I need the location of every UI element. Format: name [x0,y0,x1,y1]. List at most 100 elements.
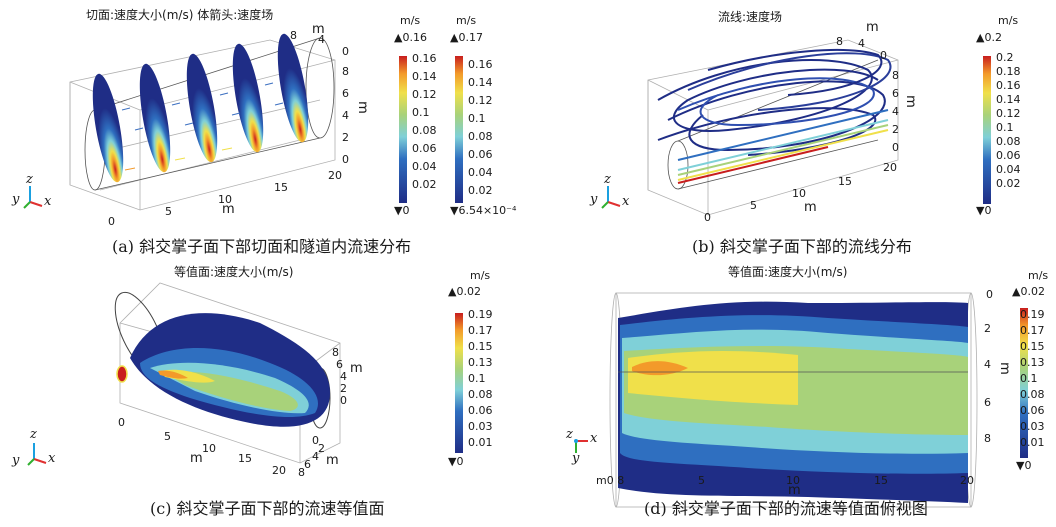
panel-b-legend-tick: 0.06 [996,149,1021,162]
panel-a-legend2-unit: m/s [456,14,477,27]
panel-b-z-tick: 2 [892,123,899,136]
panel-a-x-tick: 5 [165,205,172,218]
panel-a-legend2-tick: 0.12 [468,94,493,107]
panel-a-z-tick: 4 [342,109,349,122]
panel-a-triad-z: z [26,172,33,187]
panel-b-x-tick: 15 [838,175,852,188]
panel-a-y-label: m [312,22,325,37]
panel-a-colorbar-1 [399,56,407,203]
panel-d-triad-z: z [566,427,573,442]
panel-c-colorbar [455,313,463,453]
panel-a-legend1-unit: m/s [400,14,421,27]
panel-a-legend2-tick: 0.08 [468,130,493,143]
panel-a-legend1-max: ▲0.16 [394,31,427,44]
panel-b-legend-min: ▼0 [976,204,992,217]
panel-d-legend-tick: 0.17 [1020,324,1045,337]
panel-b-legend-unit: m/s [998,14,1019,27]
panel-c-x-tick: 15 [238,452,252,465]
panel-a-x-tick: 10 [218,193,232,206]
panel-c-y-tick: 0 [312,434,319,447]
panel-d-y-tick: 0 [986,288,993,301]
panel-b-z-tick: 6 [892,87,899,100]
panel-d-y-tick: 8 [984,432,991,445]
panel-a-legend1-tick: 0.02 [412,178,437,191]
panel-a-z-tick: 8 [342,65,349,78]
panel-c-legend-tick: 0.03 [468,420,493,433]
panel-c-legend-min: ▼0 [448,455,464,468]
panel-a: 切面:速度大小(m/s) 体箭头:速度场 [0,0,528,263]
panel-c-legend-tick: 0.01 [468,436,493,449]
panel-b-y-tick: 8 [836,35,843,48]
panel-a-triad-x: x [44,194,52,209]
panel-d-isosurfaces [618,301,968,503]
panel-b: 流线:速度场 [528,0,1056,263]
panel-b-triad-y: y [590,192,598,207]
panel-c-z-tick: 4 [340,370,347,383]
panel-d-x-label: m [788,483,801,498]
panel-d-x-tick: 20 [960,474,974,487]
panel-a-legend2-tick: 0.16 [468,58,493,71]
panel-a-legend1-tick: 0.14 [412,70,437,83]
panel-a-z-tick: 6 [342,87,349,100]
panel-b-legend-tick: 0.12 [996,107,1021,120]
panel-a-plot [69,33,463,211]
panel-c-x-tick: 5 [164,430,171,443]
panel-d-x-tick: 10 [786,474,800,487]
panel-b-z-tick: 8 [892,69,899,82]
panel-b-x-tick: 20 [883,161,897,174]
panel-b-streamlines [657,49,892,184]
panel-d-legend-unit: m/s [1028,269,1049,282]
panel-a-triad-y: y [12,192,20,207]
panel-b-caption: (b) 斜交掌子面下部的流线分布 [692,237,912,256]
panel-c-legend-unit: m/s [470,269,491,282]
panel-b-plot [647,39,991,216]
panel-d-colorbar [1020,308,1028,458]
panel-a-legend1-tick: 0.1 [412,106,430,119]
panel-c-axis-triad-icon [27,443,47,466]
panel-c-triad-x: x [48,451,56,466]
panel-d-caption: (d) 斜交掌子面下部的流速等值面俯视图 [644,499,928,518]
panel-a-legend1-min: ▼0 [394,204,410,217]
panel-d-title: 等值面:速度大小(m/s) [728,265,848,279]
panel-a-y-tick: 4 [318,33,325,46]
panel-d-x-tick: 5 [698,474,705,487]
panel-d-legend-tick: 0.06 [1020,404,1045,417]
panel-c-legend-tick: 0.17 [468,324,493,337]
panel-c-y-label: m [326,453,339,468]
panel-c-legend-tick: 0.19 [468,308,493,321]
panel-c-z-label: m [350,361,363,376]
panel-d: 等值面:速度大小(m/s) m/s ▲0.02 ▼0 0.19 [528,263,1056,527]
panel-b-y-tick: 0 [880,49,887,62]
panel-d-y-tick: 2 [984,322,991,335]
panel-b-legend-tick: 0.02 [996,177,1021,190]
panel-c-plot [114,282,463,464]
panel-c-y-tick: 6 [304,458,311,471]
panel-a-x-tick: 20 [328,169,342,182]
panel-b-x-label: m [804,200,817,215]
panel-a-axis-triad-icon [23,186,43,209]
panel-c-title: 等值面:速度大小(m/s) [174,265,294,279]
panel-c-triad-y: y [12,453,20,468]
panel-b-y-label: m [866,20,879,35]
panel-c-y-tick: 8 [298,466,305,479]
panel-a-legend1-tick: 0.16 [412,52,437,65]
panel-d-legend-tick: 0.15 [1020,340,1045,353]
panel-b-legend-tick: 0.18 [996,65,1021,78]
panel-a-legend1-tick: 0.08 [412,124,437,137]
panel-a-velocity-arrows [121,82,284,171]
panel-b-legend-tick: 0.08 [996,135,1021,148]
panel-a-x-tick: 15 [274,181,288,194]
panel-d-legend-max: ▲0.02 [1012,285,1045,298]
panel-c-y-tick: 4 [312,450,319,463]
panel-b-x-tick: 0 [704,211,711,224]
panel-a-legend2-min: ▼6.54×10⁻⁴ [450,204,517,217]
panel-a-z-tick: 0 [342,153,349,166]
panel-c-z-tick: 2 [340,382,347,395]
panel-a-legend1-tick: 0.12 [412,88,437,101]
panel-a-x-label: m [222,202,235,217]
panel-d-frame [609,292,978,508]
panel-c-x-tick: 20 [272,464,286,477]
panel-b-legend-tick: 0.16 [996,79,1021,92]
panel-b-legend-tick: 0.04 [996,163,1021,176]
panel-b-axis-triad-icon [601,186,621,209]
